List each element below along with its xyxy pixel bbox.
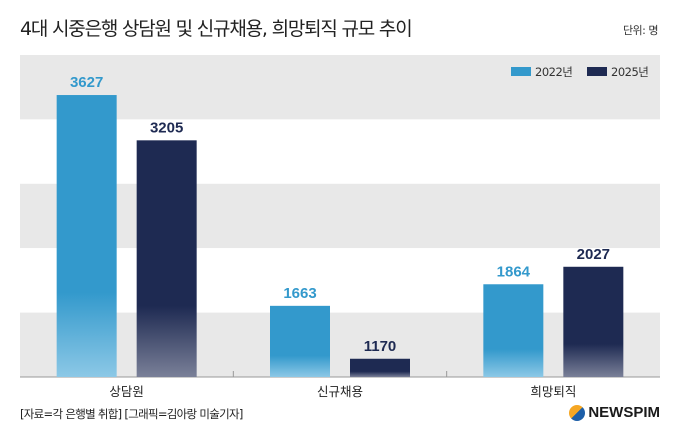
source-credit: [자료=각 은행별 취합] [그래픽=김아랑 미술기자]: [20, 407, 243, 421]
grid-band: [20, 312, 660, 377]
logo-icon: [569, 404, 586, 421]
category-label: 신규채용: [317, 384, 363, 399]
data-label: 3205: [150, 119, 183, 136]
legend-label: 2022년: [535, 65, 572, 79]
chart-title: 4대 시중은행 상담원 및 신규채용, 희망퇴직 규모 추이: [20, 18, 413, 40]
grid-band: [20, 119, 660, 184]
grid-band: [20, 183, 660, 249]
data-label: 2027: [577, 246, 610, 263]
bar-2022년-희망퇴직: [483, 284, 544, 377]
legend-swatch: [511, 67, 531, 76]
bar-2025년-희망퇴직: [563, 266, 624, 377]
legend-label: 2025년: [611, 65, 648, 79]
legend-swatch: [587, 67, 607, 76]
category-label: 희망퇴직: [530, 384, 576, 399]
data-label: 1663: [283, 285, 316, 302]
logo-text: NEWSPIM: [588, 404, 660, 421]
bar-2022년-상담원: [56, 95, 117, 377]
data-label: 1170: [364, 338, 397, 355]
bar-2025년-신규채용: [350, 358, 410, 377]
data-label: 1864: [497, 263, 531, 280]
newspim-logo: NEWSPIM: [569, 404, 660, 421]
bar-2025년-상담원: [136, 140, 197, 377]
data-label: 3627: [70, 74, 103, 91]
bar-2022년-신규채용: [270, 305, 330, 377]
grid-band: [20, 55, 660, 120]
grid-band: [20, 248, 660, 313]
unit-label: 단위: 명: [622, 24, 659, 37]
category-label: 상담원: [109, 384, 144, 399]
